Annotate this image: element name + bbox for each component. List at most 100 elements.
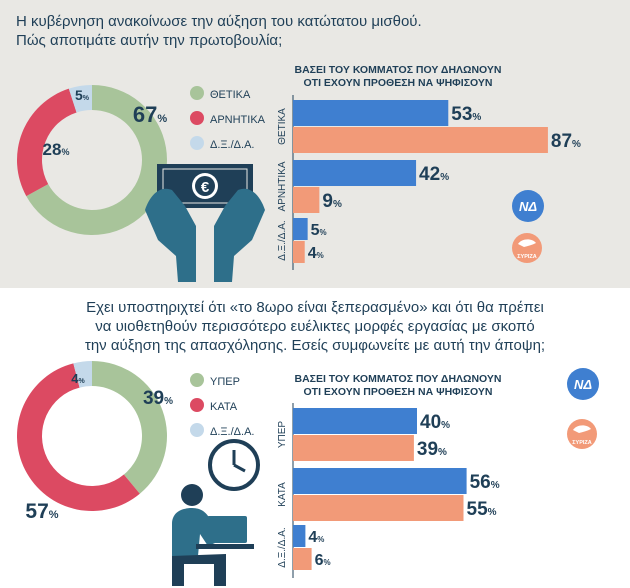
bar-value-label-unit: % bbox=[488, 507, 497, 518]
legend-label: ΑΡΝΗΤΙΚΑ bbox=[210, 114, 266, 126]
bar-category-label: Δ.Ξ./Δ.Α. bbox=[277, 527, 288, 567]
donut-slice-negative bbox=[16, 363, 140, 511]
bar-value-label: 6% bbox=[315, 552, 331, 569]
bar-value-label-number: 4 bbox=[308, 529, 317, 546]
legend-label: Δ.Ξ./Δ.Α. bbox=[210, 426, 254, 438]
question-line: να υιοθετηθούν περισσότερο ευέλικτες μορ… bbox=[95, 318, 535, 335]
bar-value-label: 4% bbox=[308, 529, 324, 546]
bar-value-label-unit: % bbox=[317, 251, 324, 260]
bar-value-label: 5% bbox=[311, 222, 327, 239]
donut-slice-positive bbox=[26, 85, 168, 235]
svg-text:€: € bbox=[201, 179, 210, 196]
nd-logo: ΝΔ bbox=[567, 368, 599, 400]
legend-swatch-negative bbox=[190, 111, 204, 125]
bar-value-label-number: 53 bbox=[451, 104, 472, 125]
bar-value-label-unit: % bbox=[317, 535, 324, 544]
eight-hour-workday-charts: 39%57%4% ΥΠΕΡ ΚΑΤΑ Δ.Ξ./Δ.Α. ΒΑΣΕ bbox=[16, 361, 599, 586]
donut-value-label-unit: % bbox=[49, 509, 59, 521]
bar-value-label: 9% bbox=[322, 191, 342, 212]
donut-value-label-unit: % bbox=[157, 113, 167, 125]
donut-chart-eight-hour-workday: 39%57%4% bbox=[16, 361, 173, 523]
donut-value-label-number: 57 bbox=[25, 500, 48, 523]
legend-label: Δ.Ξ./Δ.Α. bbox=[210, 139, 254, 151]
bar-value-label-number: 87 bbox=[551, 131, 572, 152]
donut-value-label-number: 39 bbox=[143, 388, 164, 409]
bar-syriza bbox=[293, 187, 320, 213]
donut-value-label: 67% bbox=[133, 102, 167, 127]
bar-value-label-number: 5 bbox=[311, 222, 320, 239]
donut-value-label-unit: % bbox=[61, 147, 69, 157]
bar-value-label-unit: % bbox=[320, 228, 327, 237]
hands-holding-euro-banknote-icon: € bbox=[145, 164, 265, 282]
donut-value-label-unit: % bbox=[79, 378, 86, 385]
bar-nd bbox=[293, 160, 417, 186]
question-line: Εχει υποστηριχτεί ότι «το 8ωρο είναι ξεπ… bbox=[86, 299, 544, 316]
clock-and-person-at-laptop-icon bbox=[172, 439, 260, 586]
question-eight-hour-workday: Εχει υποστηριχτεί ότι «το 8ωρο είναι ξεπ… bbox=[15, 298, 615, 355]
legend-label: ΘΕΤΙΚΑ bbox=[210, 89, 251, 101]
bar-value-label: 39% bbox=[417, 439, 447, 460]
donut-chart-minimum-wage: 67%28%5% bbox=[16, 85, 168, 235]
donut-slice-neutral bbox=[73, 361, 92, 388]
donut-value-label-number: 28 bbox=[43, 140, 62, 159]
syriza-logo-text: ΣΥΡΙΖΑ bbox=[517, 254, 537, 260]
eight-hour-workday-panel: Εχει υποστηριχτεί ότι «το 8ωρο είναι ξεπ… bbox=[0, 288, 630, 588]
bar-category-label: Δ.Ξ./Δ.Α. bbox=[277, 220, 288, 260]
bar-category-label: ΘΕΤΙΚΑ bbox=[277, 108, 288, 145]
bar-value-label-unit: % bbox=[438, 447, 447, 458]
legend-swatch-negative bbox=[190, 398, 204, 412]
legend-swatch-positive bbox=[190, 373, 204, 387]
bars-header: ΟΤΙ ΕΧΟΥΝ ΠΡΟΘΕΣΗ ΝΑ ΨΗΦΙΣΟΥΝ bbox=[304, 386, 493, 398]
question-line: την αύξηση της απασχόλησης. Εσείς συμφων… bbox=[84, 337, 546, 354]
minimum-wage-charts: 67%28%5% ΘΕΤΙΚΑ ΑΡΝΗΤΙΚΑ Δ.Ξ./Δ.Α. € bbox=[16, 64, 581, 282]
bar-syriza bbox=[293, 241, 305, 263]
bar-value-label: 87% bbox=[551, 131, 581, 152]
legend-swatch-neutral bbox=[190, 136, 204, 150]
syriza-logo: ΣΥΡΙΖΑ bbox=[567, 419, 597, 449]
donut-value-label-number: 67 bbox=[133, 102, 157, 127]
legend-swatch-positive bbox=[190, 86, 204, 100]
question-line: Η κυβέρνηση ανακοίνωσε την αύξηση του κα… bbox=[16, 13, 422, 30]
bar-category-label: ΥΠΕΡ bbox=[277, 421, 288, 449]
bar-category-label: ΚΑΤΑ bbox=[277, 482, 288, 507]
donut-value-label-number: 4 bbox=[71, 371, 79, 386]
bar-syriza bbox=[293, 495, 464, 521]
donut-slice-neutral bbox=[68, 85, 92, 113]
legend-swatch-neutral bbox=[190, 423, 204, 437]
legend: ΥΠΕΡ ΚΑΤΑ Δ.Ξ./Δ.Α. bbox=[190, 373, 254, 438]
bar-nd bbox=[293, 218, 308, 240]
question-line: Πώς αποτιμάτε αυτήν την πρωτοβουλία; bbox=[16, 32, 283, 49]
donut-value-label: 39% bbox=[143, 388, 173, 409]
bar-value-label-unit: % bbox=[441, 420, 450, 431]
question-minimum-wage: Η κυβέρνηση ανακοίνωσε την αύξηση του κα… bbox=[16, 12, 422, 50]
bar-nd bbox=[293, 468, 467, 494]
nd-logo-text: ΝΔ bbox=[574, 377, 592, 392]
bar-value-label-number: 4 bbox=[308, 245, 317, 262]
legend-label: ΚΑΤΑ bbox=[210, 401, 238, 413]
bar-syriza bbox=[293, 548, 312, 570]
bar-value-label-number: 42 bbox=[419, 164, 440, 185]
bar-value-label-unit: % bbox=[324, 558, 331, 567]
bar-syriza bbox=[293, 435, 414, 461]
bar-value-label-number: 39 bbox=[417, 439, 438, 460]
bar-value-label-number: 56 bbox=[470, 472, 491, 493]
bar-nd bbox=[293, 525, 306, 547]
bar-chart-minimum-wage: 53% 87% ΘΕΤΙΚΑ 42% 9% ΑΡΝΗΤΙΚΑ 5% 4% Δ.Ξ./Δ.Α. bbox=[277, 95, 581, 270]
nd-logo: ΝΔ bbox=[512, 190, 544, 222]
bar-value-label-number: 55 bbox=[467, 499, 489, 520]
bar-value-label-number: 40 bbox=[420, 412, 441, 433]
donut-slice-negative bbox=[16, 88, 77, 197]
donut-value-label-unit: % bbox=[83, 95, 90, 102]
bar-category-label: ΑΡΝΗΤΙΚΑ bbox=[277, 161, 288, 211]
bar-syriza bbox=[293, 127, 548, 153]
bar-value-label-unit: % bbox=[491, 480, 500, 491]
donut-value-label-number: 5 bbox=[75, 87, 83, 103]
syriza-logo: ΣΥΡΙΖΑ bbox=[512, 233, 542, 263]
bar-value-label: 56% bbox=[470, 472, 500, 493]
bar-value-label-number: 6 bbox=[315, 552, 324, 569]
bar-value-label: 42% bbox=[419, 164, 449, 185]
donut-value-label: 57% bbox=[25, 500, 58, 523]
bars-header: ΒΑΣΕΙ ΤΟΥ ΚΟΜΜΑΤΟΣ ΠΟΥ ΔΗΛΩΝΟΥΝ bbox=[295, 373, 502, 385]
